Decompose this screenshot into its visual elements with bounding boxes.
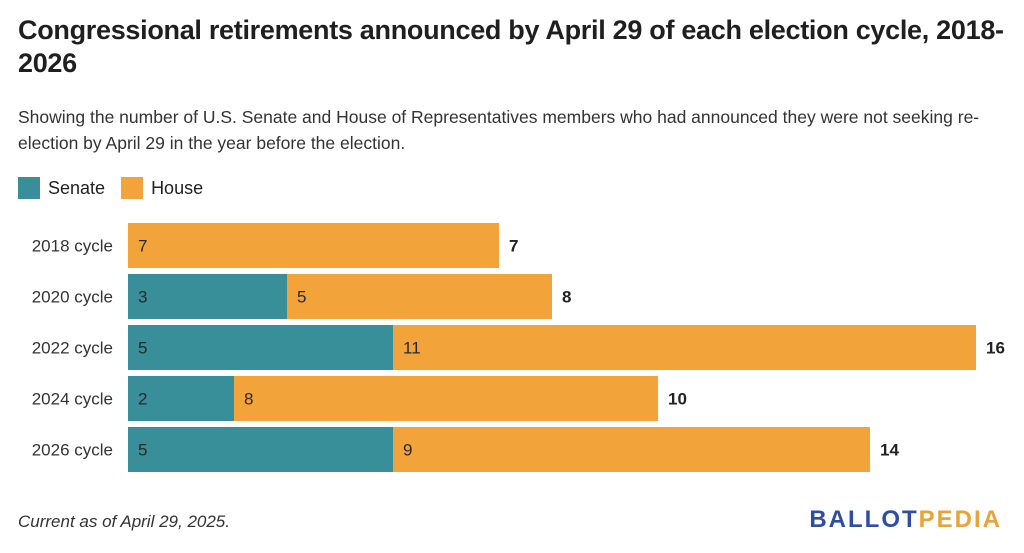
bar-house [393, 325, 976, 370]
total-label: 14 [880, 441, 899, 460]
legend-label-house: House [151, 177, 204, 198]
logo-text-ballot: BALLOT [809, 506, 919, 533]
total-label: 16 [986, 339, 1005, 358]
logo-text-pedia: PEDIA [918, 506, 1002, 533]
legend-swatch-house [121, 177, 144, 199]
bar-house [287, 274, 552, 319]
bar-senate [128, 274, 287, 319]
bar-house [128, 223, 499, 268]
chart-title: Congressional retirements announced by A… [18, 15, 1004, 78]
total-label: 7 [509, 237, 518, 256]
data-label-house: 11 [403, 339, 421, 358]
category-label: 2020 cycle [32, 288, 113, 307]
category-label: 2024 cycle [32, 390, 113, 409]
legend-label-senate: Senate [48, 177, 106, 198]
bar-house [393, 427, 870, 472]
bar-senate [128, 376, 234, 421]
data-label-house: 7 [138, 237, 147, 256]
category-label: 2022 cycle [32, 339, 113, 358]
data-label-house: 8 [244, 390, 253, 409]
data-label-house: 9 [403, 441, 412, 460]
legend-swatch-senate [18, 177, 40, 199]
data-label-senate: 5 [138, 441, 147, 460]
legend-item-house: House [121, 177, 203, 199]
total-label: 10 [668, 390, 687, 409]
data-label-house: 5 [297, 288, 306, 307]
total-label: 8 [562, 288, 571, 307]
data-label-senate: 3 [138, 288, 147, 307]
data-label-senate: 5 [138, 339, 147, 358]
ballotpedia-logo: BALLOTPEDIA [809, 506, 1002, 534]
category-label: 2018 cycle [32, 237, 113, 256]
bar-senate [128, 427, 393, 472]
bar-house [234, 376, 658, 421]
legend: Senate House [18, 176, 219, 200]
chart-subtitle: Showing the number of U.S. Senate and Ho… [18, 107, 980, 153]
legend-item-senate: Senate [18, 177, 105, 199]
data-label-senate: 2 [138, 390, 147, 409]
bar-chart: 2018 cycle 7 7 2020 cycle 3 5 8 2022 cycle 5 11 16… [32, 223, 1005, 472]
bar-senate [128, 325, 393, 370]
footer-note: Current as of April 29, 2025. [18, 512, 230, 531]
category-label: 2026 cycle [32, 441, 113, 460]
